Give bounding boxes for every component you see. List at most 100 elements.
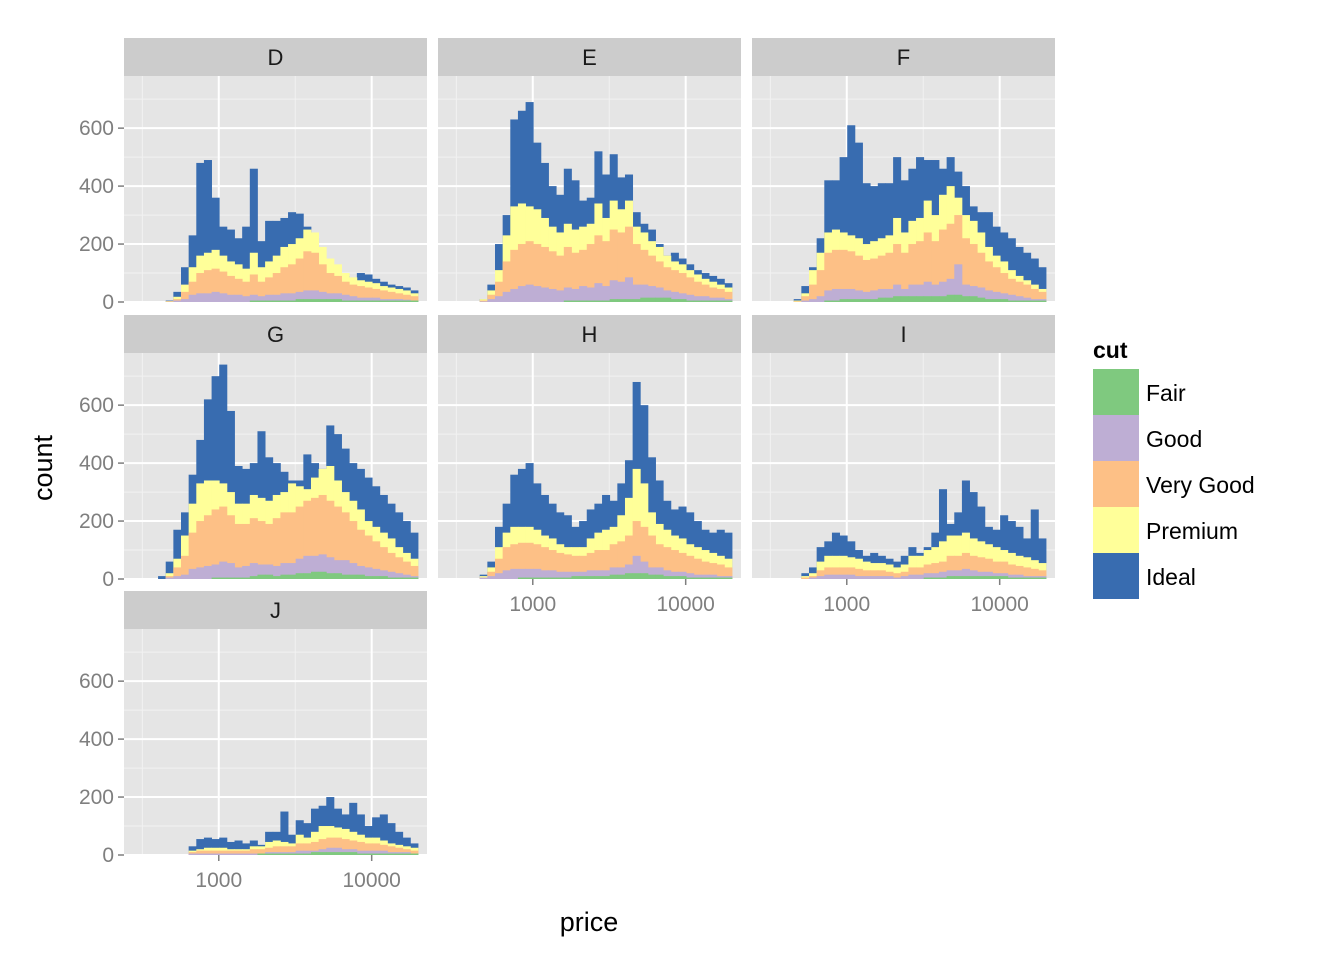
bar-fair: [379, 576, 388, 579]
bar-good: [226, 563, 235, 579]
bar-very-good: [356, 529, 365, 579]
bar-very-good: [372, 288, 381, 302]
bar-good: [579, 286, 588, 302]
bar-good: [372, 568, 381, 579]
y-tick-label: 0: [102, 844, 114, 867]
bar-good: [387, 571, 396, 579]
bar-ideal: [525, 102, 534, 302]
bar-fair: [624, 573, 634, 579]
bar-ideal: [349, 802, 358, 855]
bar-fair: [938, 296, 948, 302]
bar-fair: [326, 573, 335, 579]
bar-good: [716, 297, 725, 302]
bar-very-good: [364, 535, 373, 579]
bar-very-good: [931, 563, 940, 579]
bar-fair: [931, 577, 940, 579]
bar-very-good: [938, 229, 948, 302]
legend: cut Fair Good Very Good Premium Ideal: [1093, 337, 1255, 599]
bar-fair: [617, 574, 626, 579]
bar-fair: [372, 300, 381, 302]
bar-good: [173, 300, 182, 302]
bar-very-good: [831, 567, 840, 579]
legend-swatch: [1093, 461, 1139, 507]
y-tick-label: 400: [79, 728, 114, 751]
bar-fair: [854, 299, 863, 302]
bar-good: [219, 561, 228, 579]
bar-good: [877, 288, 886, 302]
bar-very-good: [586, 244, 595, 302]
bar-very-good: [586, 552, 595, 579]
bar-good: [495, 573, 504, 579]
bar-fair: [709, 300, 718, 302]
bar-very-good: [295, 506, 304, 579]
legend-entry-good: Good: [1093, 415, 1202, 461]
bar-very-good: [487, 294, 496, 302]
bar-ideal: [226, 841, 235, 855]
bar-good: [510, 568, 519, 579]
bar-very-good: [341, 839, 350, 855]
bar-good: [563, 571, 572, 579]
bar-fair: [295, 573, 304, 579]
bar-fair: [395, 853, 404, 855]
bar-good: [203, 565, 212, 579]
bar-good: [540, 570, 549, 579]
bar-fair: [364, 300, 373, 302]
bar-fair: [211, 577, 220, 579]
bar-very-good: [663, 267, 672, 302]
bar-very-good: [234, 523, 243, 579]
bar-good: [609, 280, 618, 302]
bar-fair: [831, 300, 840, 302]
bar-ideal: [203, 837, 212, 855]
bar-ideal: [1030, 258, 1039, 302]
bar-very-good: [257, 281, 266, 302]
bar-very-good: [211, 850, 220, 855]
bar-ideal: [847, 125, 856, 302]
bar-good: [931, 573, 940, 579]
bar-good: [701, 574, 710, 579]
bar-very-good: [295, 258, 304, 302]
bar-fair: [992, 299, 1001, 302]
facet-strip: [124, 315, 427, 353]
bar-very-good: [678, 552, 687, 579]
facet-panel-J: J 0 200 400 600 1000 10000: [79, 591, 427, 892]
bar-fair: [387, 300, 396, 302]
bar-ideal: [395, 512, 404, 579]
bar-good: [663, 570, 672, 579]
bar-very-good: [1030, 288, 1039, 302]
bar-fair: [402, 577, 411, 579]
bar-very-good: [1007, 278, 1016, 302]
bar-very-good: [885, 252, 894, 302]
bar-very-good: [364, 843, 373, 855]
bar-very-good: [946, 555, 955, 579]
facet-strip: [124, 38, 427, 76]
bar-very-good: [288, 512, 297, 579]
bar-ideal: [402, 521, 411, 579]
bar-good: [364, 567, 373, 579]
bar-very-good: [563, 246, 572, 302]
legend-entry-very-good: Very Good: [1093, 461, 1255, 507]
bar-fair: [655, 297, 664, 302]
bar-good: [495, 296, 504, 302]
bar-very-good: [854, 255, 863, 302]
bar-very-good: [847, 251, 856, 302]
bar-ideal: [969, 492, 978, 579]
bar-very-good: [257, 521, 266, 579]
bar-fair: [303, 573, 312, 579]
bar-good: [257, 564, 266, 579]
bar-good: [809, 299, 818, 302]
bar-good: [173, 576, 182, 579]
bar-very-good: [395, 557, 404, 579]
bar-good: [678, 293, 687, 302]
bar-very-good: [181, 291, 190, 302]
bar-ideal: [1015, 526, 1024, 579]
bar-fair: [862, 299, 871, 302]
bar-very-good: [686, 277, 695, 302]
bar-very-good: [900, 571, 909, 579]
bar-good: [563, 287, 572, 302]
bar-very-good: [495, 281, 504, 302]
bar-good: [487, 576, 496, 579]
bar-very-good: [556, 552, 565, 579]
bar-very-good: [678, 273, 687, 302]
bar-good: [854, 290, 863, 302]
bar-very-good: [893, 244, 902, 302]
